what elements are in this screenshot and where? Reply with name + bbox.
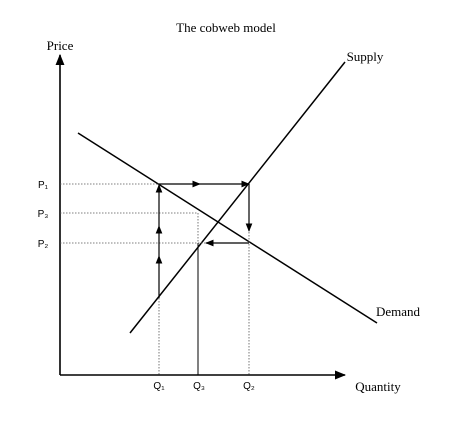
- quantity-label: Q₁: [153, 381, 165, 392]
- demand-label: Demand: [376, 304, 421, 319]
- price-label: P₂: [38, 239, 49, 250]
- x-axis-label: Quantity: [355, 379, 401, 394]
- supply-label: Supply: [347, 49, 384, 64]
- price-label: P₃: [38, 209, 49, 220]
- price-label: P₁: [38, 180, 49, 191]
- y-axis-label: Price: [47, 38, 74, 53]
- supply-curve: [129, 61, 346, 334]
- quantity-label: Q₃: [193, 381, 205, 392]
- quantity-label: Q₂: [243, 381, 255, 392]
- demand-curve: [77, 132, 378, 324]
- title: The cobweb model: [176, 20, 276, 35]
